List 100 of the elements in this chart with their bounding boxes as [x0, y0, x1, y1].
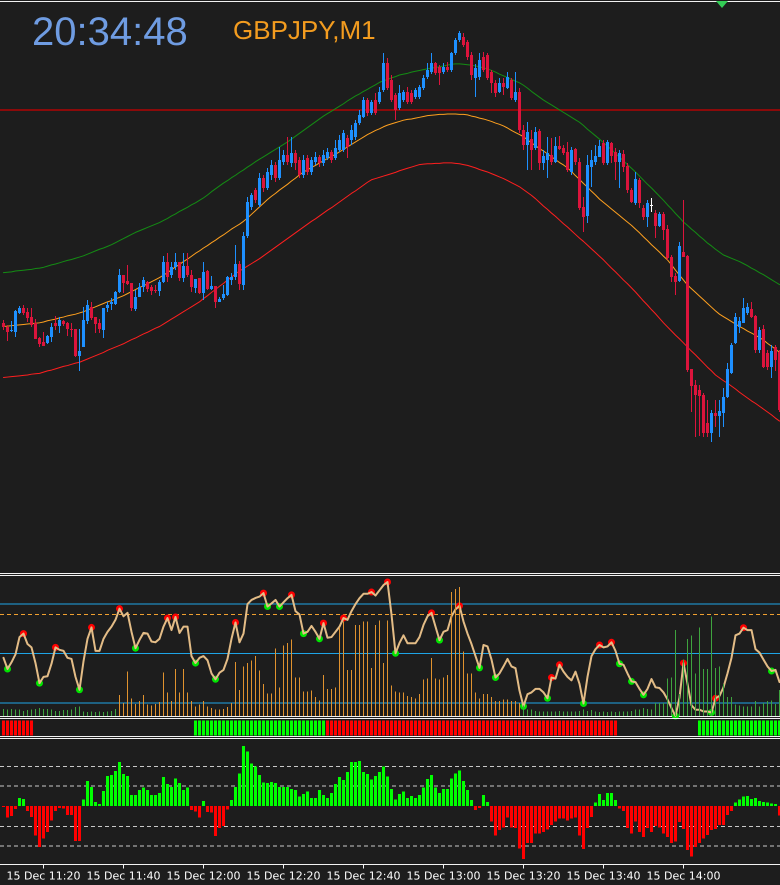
candlestick — [122, 274, 125, 294]
candlestick — [714, 400, 717, 428]
candlestick — [610, 141, 613, 164]
bar — [198, 806, 201, 818]
candlestick — [238, 260, 241, 290]
candlestick — [318, 154, 321, 168]
bar — [282, 786, 285, 806]
x-tick-label: 15 Dec 12:20 — [246, 870, 320, 882]
bar — [358, 761, 361, 806]
x-tick-label: 15 Dec 12:40 — [326, 870, 400, 882]
candlestick — [326, 148, 329, 161]
candlestick — [210, 275, 213, 290]
bar — [550, 806, 553, 826]
chart-title: GBPJPY,M1 — [233, 15, 376, 45]
bar — [214, 806, 217, 836]
bar — [290, 789, 293, 806]
bar — [294, 790, 297, 806]
bar — [778, 806, 780, 816]
candlestick — [22, 304, 25, 316]
bar — [242, 746, 245, 806]
candlestick — [478, 52, 481, 80]
candlestick — [202, 261, 205, 301]
bar — [746, 796, 749, 806]
candlestick — [2, 319, 5, 331]
candlestick — [450, 51, 453, 73]
bar — [74, 806, 77, 841]
candlestick — [426, 62, 429, 80]
candlestick — [722, 388, 725, 428]
candlestick — [354, 120, 357, 140]
candlestick — [362, 96, 365, 119]
bar — [762, 802, 765, 806]
bar — [674, 806, 677, 842]
candlestick — [102, 308, 105, 339]
candlestick — [630, 188, 633, 204]
bar — [738, 799, 741, 806]
candlestick — [602, 139, 605, 166]
bar — [530, 806, 533, 844]
candlestick — [566, 141, 569, 172]
bar — [38, 806, 41, 847]
candlestick — [598, 139, 601, 158]
candlestick — [406, 86, 409, 105]
bar — [706, 806, 709, 835]
candlestick — [558, 136, 561, 151]
bar — [566, 806, 569, 820]
bar — [350, 762, 353, 806]
candlestick — [26, 308, 29, 322]
bar — [6, 806, 9, 818]
candlestick — [350, 124, 353, 146]
bar — [454, 774, 457, 806]
annotation: 20:34:48 — [32, 10, 188, 54]
bar — [542, 806, 545, 832]
candlestick — [650, 197, 653, 212]
bar — [458, 770, 461, 806]
bar — [354, 762, 357, 806]
bar — [374, 776, 377, 806]
candlestick — [458, 30, 461, 43]
candlestick — [334, 139, 337, 161]
bar — [110, 774, 113, 806]
bar — [426, 779, 429, 806]
bar — [598, 794, 601, 806]
x-tick-label: 15 Dec 11:20 — [6, 870, 80, 882]
bar — [698, 806, 701, 844]
candlestick — [190, 270, 193, 292]
bar — [78, 806, 81, 841]
candlestick — [698, 384, 701, 436]
candlestick — [306, 154, 309, 176]
bar — [382, 766, 385, 806]
candlestick — [266, 167, 269, 191]
candlestick — [438, 64, 441, 86]
bar — [630, 806, 633, 834]
bar — [398, 794, 401, 806]
bar — [274, 783, 277, 806]
bar — [286, 786, 289, 806]
bar — [610, 792, 613, 806]
x-tick-label: 15 Dec 13:40 — [566, 870, 640, 882]
bar — [510, 806, 513, 828]
bar — [670, 806, 673, 844]
bar — [154, 795, 157, 806]
candlestick — [510, 77, 513, 101]
candlestick — [638, 178, 641, 209]
bar — [18, 798, 21, 806]
candlestick — [98, 318, 101, 334]
bar — [278, 786, 281, 806]
candlestick — [646, 199, 649, 228]
bar — [750, 798, 753, 806]
candlestick — [322, 150, 325, 166]
bar — [582, 806, 585, 850]
candlestick — [658, 211, 661, 228]
bar — [254, 766, 257, 806]
candlestick — [166, 252, 169, 283]
candlestick — [278, 146, 281, 181]
candlestick — [330, 150, 333, 164]
candlestick — [546, 136, 549, 179]
candlestick — [42, 331, 45, 346]
candlestick — [654, 210, 657, 239]
candlestick — [434, 61, 437, 76]
x-tick-label: 15 Dec 11:40 — [86, 870, 160, 882]
candlestick — [502, 77, 505, 96]
candlestick — [78, 328, 81, 372]
candlestick — [254, 188, 257, 204]
